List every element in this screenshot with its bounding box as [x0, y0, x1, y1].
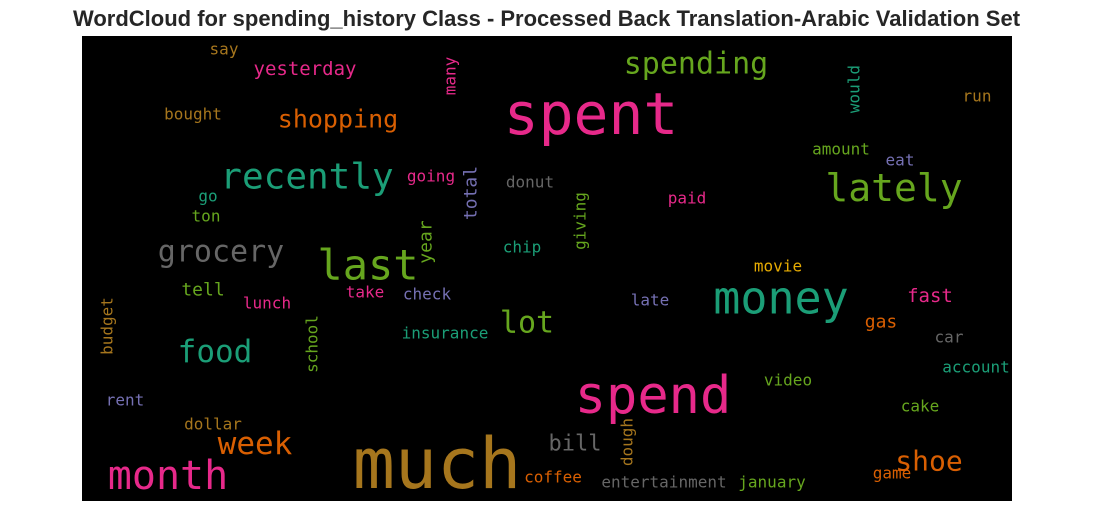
word-late: late — [631, 291, 670, 310]
chart-title: WordCloud for spending_history Class - P… — [72, 6, 1021, 31]
word-amount: amount — [812, 140, 870, 159]
word-many: many — [441, 56, 460, 95]
word-bill: bill — [549, 432, 602, 457]
word-take: take — [346, 283, 385, 302]
word-spending: spending — [624, 47, 769, 82]
word-video: video — [764, 371, 812, 390]
word-check: check — [403, 285, 452, 304]
wordcloud-canvas: much spent spend money last month recently late… — [82, 36, 1012, 501]
word-food: food — [178, 334, 253, 370]
word-game: game — [873, 464, 912, 483]
word-last: last — [317, 241, 418, 290]
word-fast: fast — [907, 285, 953, 307]
word-lot: lot — [500, 306, 554, 341]
word-month: month — [108, 453, 228, 499]
word-grocery: grocery — [158, 235, 284, 270]
word-shopping: shopping — [278, 105, 398, 134]
word-run: run — [963, 87, 992, 106]
word-week: week — [218, 426, 293, 462]
word-much: much — [353, 423, 522, 501]
word-january: january — [738, 473, 806, 492]
word-ton: ton — [192, 207, 221, 226]
word-going: going — [407, 167, 455, 186]
word-bought: bought — [164, 105, 222, 124]
word-car: car — [935, 328, 964, 347]
word-coffee: coffee — [524, 468, 582, 487]
word-donut: donut — [506, 173, 554, 192]
wordcloud-svg: much spent spend money last month recently late… — [98, 40, 1010, 502]
word-giving: giving — [571, 192, 590, 250]
word-movie: movie — [754, 257, 802, 276]
word-recently: recently — [220, 157, 393, 198]
word-insurance: insurance — [402, 324, 489, 343]
word-cake: cake — [901, 397, 940, 416]
word-rent: rent — [106, 391, 145, 410]
word-would: would — [845, 65, 864, 113]
word-paid: paid — [668, 189, 707, 208]
word-chip: chip — [503, 238, 542, 257]
word-shoe: shoe — [895, 445, 962, 478]
word-spent: spent — [504, 80, 679, 148]
word-total: total — [461, 166, 482, 220]
word-tell: tell — [181, 280, 224, 301]
word-dollar: dollar — [184, 415, 242, 434]
word-say: say — [210, 40, 239, 59]
word-year: year — [416, 220, 437, 264]
word-eat: eat — [886, 151, 915, 170]
word-money: money — [713, 272, 848, 325]
word-school: school — [303, 315, 322, 373]
word-go: go — [198, 187, 217, 206]
word-lately: lately — [825, 166, 962, 210]
word-yesterday: yesterday — [254, 58, 357, 80]
word-spend: spend — [575, 366, 732, 426]
word-account: account — [942, 358, 1009, 377]
word-lunch: lunch — [243, 294, 291, 313]
word-gas: gas — [865, 312, 898, 333]
word-entertainment: entertainment — [601, 473, 726, 492]
word-budget: budget — [98, 297, 117, 355]
word-dough: dough — [618, 418, 637, 466]
